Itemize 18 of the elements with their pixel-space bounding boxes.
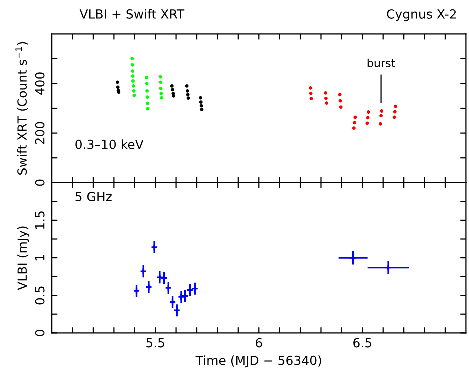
annotation: 0.3–10 keV: [76, 140, 144, 150]
annotation: 5 GHz: [76, 192, 112, 202]
y-tick-label: 200: [35, 122, 45, 144]
y-axis-title: Swift XRT (Count s$^{−1}$): [16, 42, 29, 175]
x-axis-title: Time (MJD − 56340): [196, 356, 322, 368]
y-tick-label: 0.5: [35, 286, 45, 305]
y-tick-label: 1: [35, 255, 45, 261]
annotation: burst: [368, 58, 396, 68]
x-tick-label: 6.5: [354, 338, 372, 348]
y-axis-title: VLBI (mJy): [17, 226, 30, 290]
x-tick-label: 6: [256, 338, 262, 348]
y-tick-label: 0: [35, 330, 45, 336]
text: Cygnus X-2: [387, 9, 456, 22]
x-tick-label: 5.5: [146, 338, 164, 348]
y-tick-label: 400: [35, 72, 45, 96]
y-tick-label: 0: [35, 180, 45, 186]
chart-title: VLBI + Swift XRT: [80, 9, 185, 19]
y-tick-label: 1.5: [35, 212, 45, 230]
